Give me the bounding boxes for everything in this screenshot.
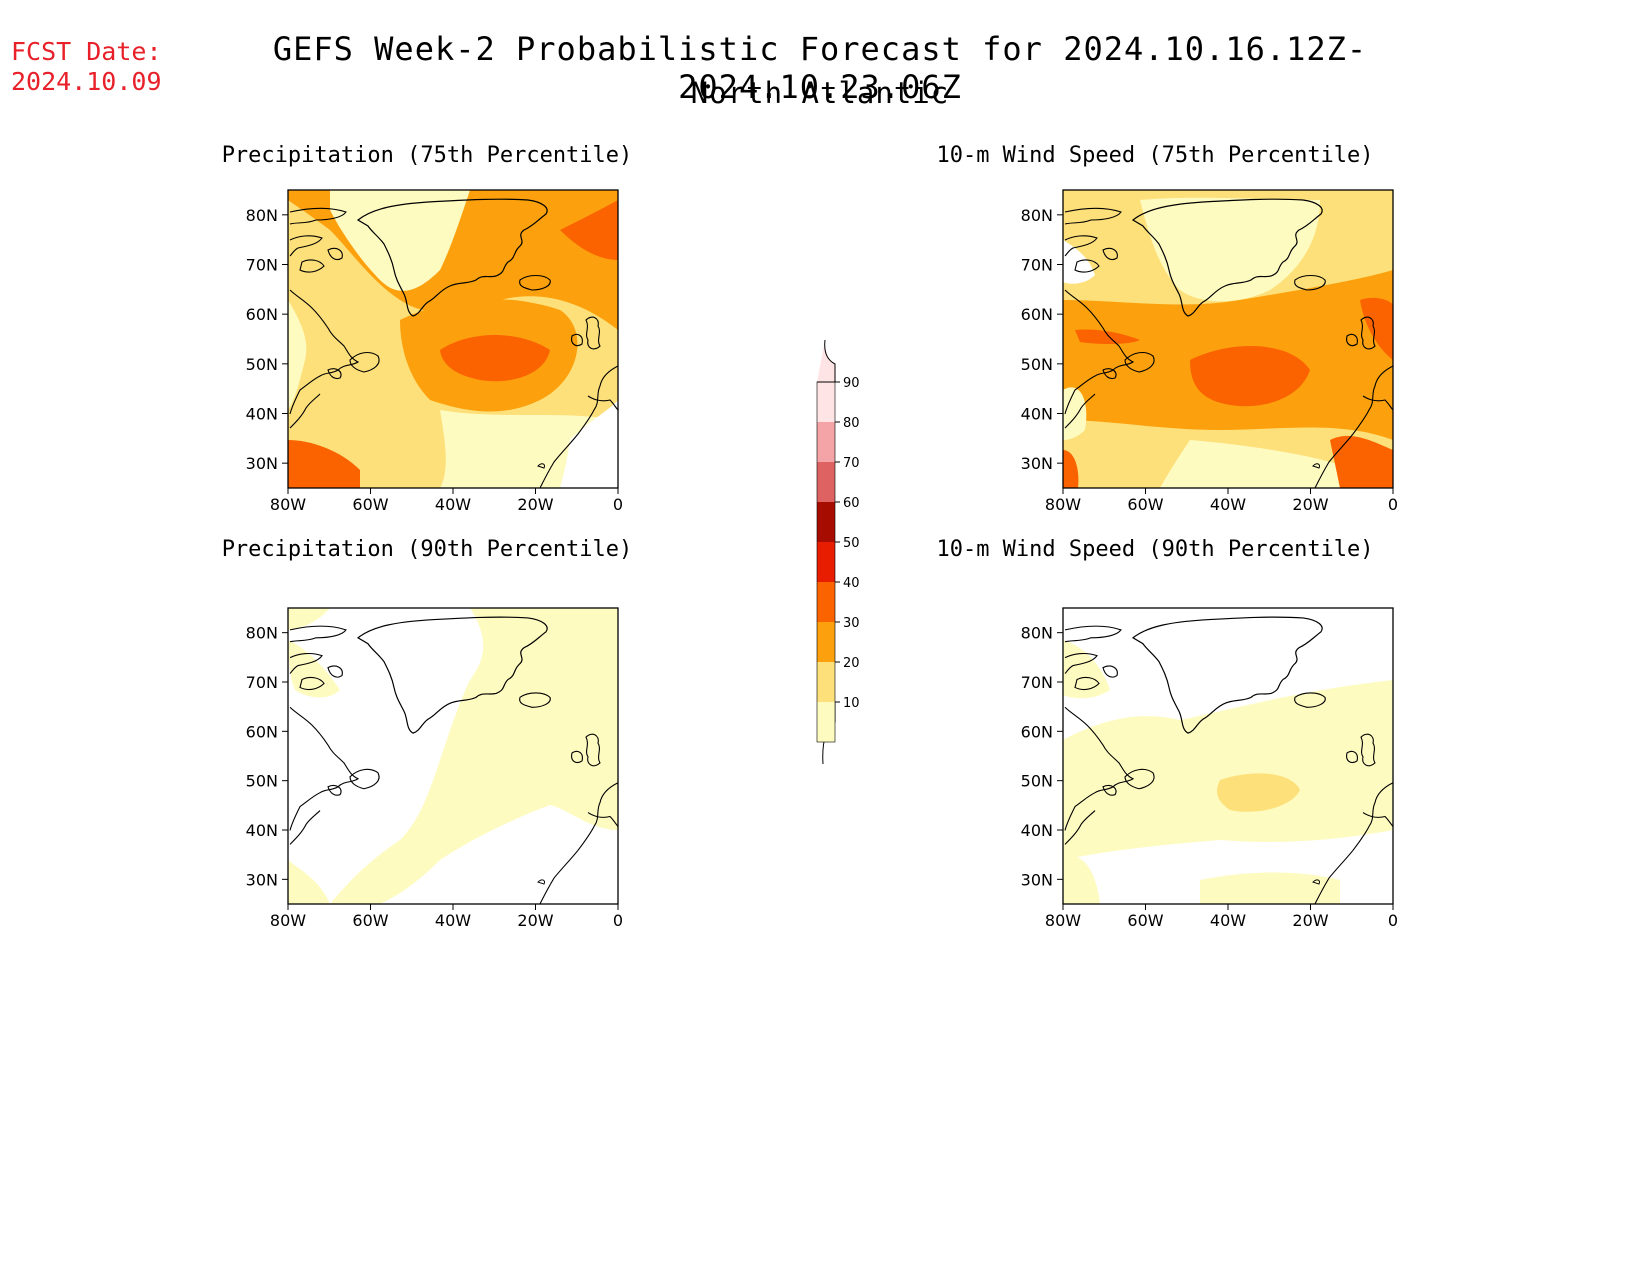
lon-tick-label: 60W: [1127, 495, 1163, 514]
page-title: GEFS Week-2 Probabilistic Forecast for 2…: [272, 30, 1368, 106]
lat-tick-label: 60N: [246, 722, 278, 741]
colorbar-swatch: [817, 462, 835, 502]
lon-tick-label: 40W: [1210, 911, 1246, 930]
colorbar: 10 20 30 40 50 60 70 80 90: [816, 339, 860, 765]
lat-tick-label: 60N: [1021, 305, 1053, 324]
lon-tick-label: 40W: [435, 911, 471, 930]
lon-tick-label: 0: [1388, 911, 1398, 930]
lon-tick-label: 40W: [1210, 495, 1246, 514]
lat-tick-label: 30N: [246, 454, 278, 473]
colorbar-label: 60: [843, 496, 860, 511]
lat-tick-label: 80N: [246, 206, 278, 225]
lat-tick-label: 60N: [1021, 722, 1053, 741]
fcst-date-value: 2024.10.09: [11, 67, 162, 96]
colorbar-cap: [817, 339, 836, 383]
lat-tick-label: 40N: [246, 405, 278, 424]
lat-tick-label: 80N: [1021, 206, 1053, 225]
lon-tick-label: 60W: [1127, 911, 1163, 930]
colorbar-swatch: [817, 702, 835, 742]
lon-tick-label: 80W: [270, 911, 306, 930]
colorbar-swatch: [817, 422, 835, 462]
colorbar-label: 40: [843, 576, 860, 591]
lat-tick-label: 50N: [246, 772, 278, 791]
lat-tick-label: 70N: [1021, 673, 1053, 692]
lon-tick-label: 0: [613, 911, 623, 930]
map-precip90: [287, 607, 619, 905]
panel-title-wind90: 10-m Wind Speed (90th Percentile): [936, 537, 1374, 562]
colorbar-swatch: [817, 622, 835, 662]
colorbar-swatch: [817, 382, 835, 422]
map-wind90: [1062, 607, 1394, 905]
colorbar-label: 30: [843, 616, 860, 631]
colorbar-label: 20: [843, 656, 860, 671]
colorbar-label: 50: [843, 536, 860, 551]
lon-tick-label: 40W: [435, 495, 471, 514]
panel-title-wind75: 10-m Wind Speed (75th Percentile): [936, 143, 1374, 168]
lat-tick-label: 30N: [246, 870, 278, 889]
lat-tick-label: 80N: [1021, 624, 1053, 643]
map-wind75: [1062, 189, 1394, 489]
lat-tick-label: 70N: [246, 256, 278, 275]
colorbar-label: 10: [843, 696, 860, 711]
lon-tick-label: 80W: [1045, 911, 1081, 930]
colorbar-label: 80: [843, 416, 860, 431]
lon-tick-label: 20W: [517, 495, 553, 514]
lat-tick-label: 80N: [246, 624, 278, 643]
lon-tick-label: 0: [613, 495, 623, 514]
lat-tick-label: 40N: [1021, 821, 1053, 840]
lon-tick-label: 80W: [1045, 495, 1081, 514]
lat-tick-label: 40N: [246, 821, 278, 840]
lat-tick-label: 30N: [1021, 870, 1053, 889]
colorbar-label: 90: [843, 376, 860, 391]
lon-tick-label: 20W: [517, 911, 553, 930]
colorbar-label: 70: [843, 456, 860, 471]
axes-layer: 80N 70N 60N 50N 40N 30N 80W 60W 40W 20W 0 80N 70N 60N…: [246, 206, 1398, 930]
lon-tick-label: 80W: [270, 495, 306, 514]
colorbar-swatch: [817, 582, 835, 622]
region-title: North Atlantic: [690, 76, 950, 110]
lat-tick-label: 50N: [1021, 772, 1053, 791]
panel-title-precip90: Precipitation (90th Percentile): [221, 537, 633, 562]
lat-tick-label: 30N: [1021, 454, 1053, 473]
colorbar-swatch: [817, 662, 835, 702]
lon-tick-label: 60W: [352, 911, 388, 930]
lat-tick-label: 40N: [1021, 405, 1053, 424]
lon-tick-label: 20W: [1292, 495, 1328, 514]
lat-tick-label: 50N: [246, 355, 278, 374]
lat-tick-label: 50N: [1021, 355, 1053, 374]
colorbar-outline: [816, 381, 836, 743]
lon-tick-label: 60W: [352, 495, 388, 514]
colorbar-swatch: [817, 542, 835, 582]
lon-tick-label: 20W: [1292, 911, 1328, 930]
lat-tick-label: 60N: [246, 305, 278, 324]
lon-tick-label: 0: [1388, 495, 1398, 514]
map-precip75: [287, 189, 619, 489]
panel-title-precip75: Precipitation (75th Percentile): [221, 143, 633, 168]
colorbar-swatch: [817, 502, 835, 542]
lat-tick-label: 70N: [1021, 256, 1053, 275]
forecast-date-label: FCST Date: 2024.10.09: [11, 37, 162, 97]
fcst-label-text: FCST Date:: [11, 37, 162, 66]
lat-tick-label: 70N: [246, 673, 278, 692]
